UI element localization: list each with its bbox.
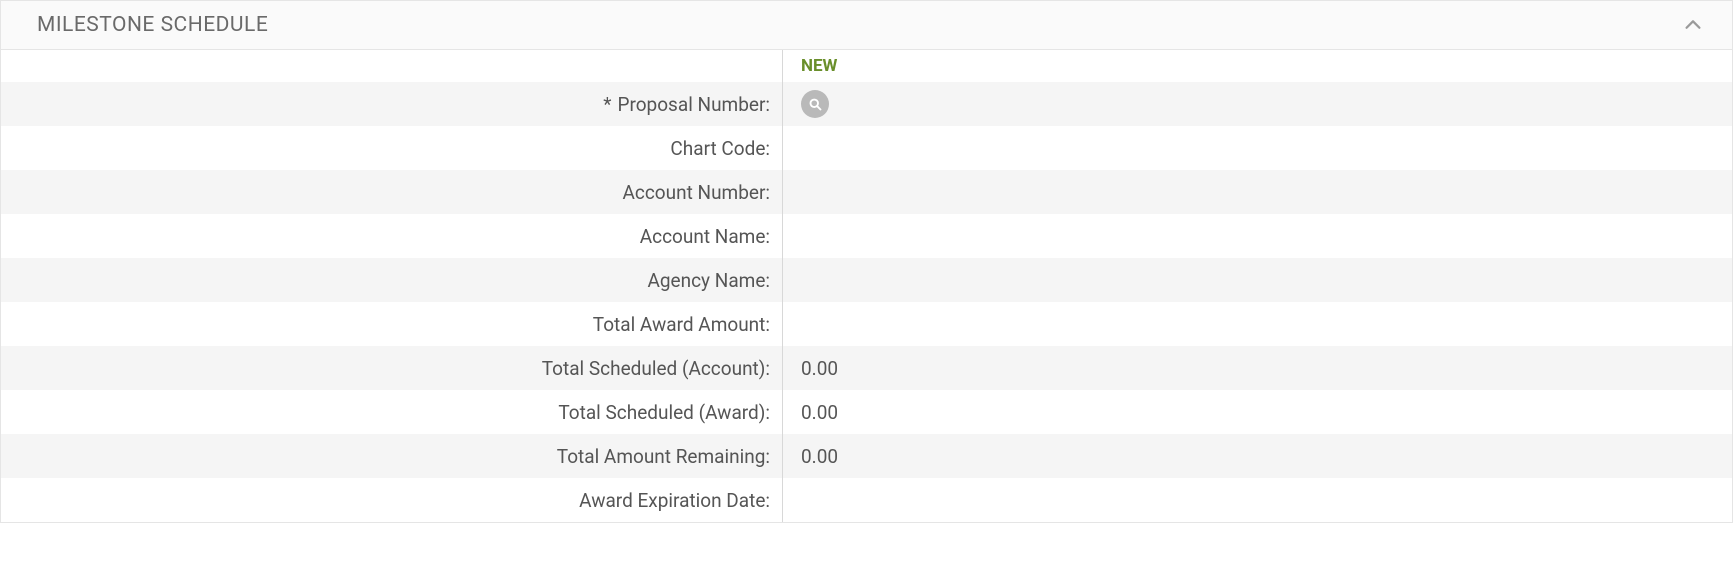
form-row: Total Scheduled (Account): 0.00 bbox=[1, 346, 1732, 390]
field-label-text: Total Scheduled (Award): bbox=[558, 401, 770, 424]
milestone-schedule-panel: MILESTONE SCHEDULE NEW * Proposal Number… bbox=[0, 0, 1733, 523]
field-label: * Proposal Number: bbox=[1, 82, 783, 126]
field-label-text: Chart Code: bbox=[670, 137, 770, 160]
field-value bbox=[783, 126, 1732, 170]
field-value: 0.00 bbox=[783, 390, 1732, 434]
field-value bbox=[783, 170, 1732, 214]
field-label: Award Expiration Date: bbox=[1, 478, 783, 522]
status-new-label: NEW bbox=[801, 56, 837, 76]
field-value bbox=[783, 258, 1732, 302]
form-rows-container: * Proposal Number: Chart Code: Account Num… bbox=[1, 82, 1732, 522]
field-value bbox=[783, 302, 1732, 346]
form-row: Account Name: bbox=[1, 214, 1732, 258]
field-label-text: Total Scheduled (Account): bbox=[542, 357, 770, 380]
field-value bbox=[783, 82, 1732, 126]
field-value bbox=[783, 214, 1732, 258]
field-label-text: Total Award Amount: bbox=[593, 313, 770, 336]
field-label-text: Agency Name: bbox=[647, 269, 770, 292]
panel-title: MILESTONE SCHEDULE bbox=[37, 13, 268, 37]
field-value: 0.00 bbox=[783, 434, 1732, 478]
field-label-text: Award Expiration Date: bbox=[579, 489, 770, 512]
chevron-up-icon bbox=[1682, 14, 1704, 36]
field-value-text: 0.00 bbox=[801, 357, 838, 380]
search-icon[interactable] bbox=[801, 90, 829, 118]
field-label: Agency Name: bbox=[1, 258, 783, 302]
field-label: Total Scheduled (Award): bbox=[1, 390, 783, 434]
field-label: Total Amount Remaining: bbox=[1, 434, 783, 478]
form-row: Agency Name: bbox=[1, 258, 1732, 302]
field-label: Total Award Amount: bbox=[1, 302, 783, 346]
panel-body: NEW * Proposal Number: Chart Code: Account… bbox=[1, 50, 1732, 522]
field-label: Total Scheduled (Account): bbox=[1, 346, 783, 390]
form-row: Account Number: bbox=[1, 170, 1732, 214]
form-row: Chart Code: bbox=[1, 126, 1732, 170]
field-label-text: Account Number: bbox=[623, 181, 771, 204]
form-row: Award Expiration Date: bbox=[1, 478, 1732, 522]
status-value-col: NEW bbox=[783, 50, 1732, 82]
field-value-text: 0.00 bbox=[801, 401, 838, 424]
status-label-spacer bbox=[1, 50, 783, 82]
form-row: Total Scheduled (Award): 0.00 bbox=[1, 390, 1732, 434]
status-row: NEW bbox=[1, 50, 1732, 82]
required-marker: * bbox=[603, 93, 611, 116]
field-label: Account Name: bbox=[1, 214, 783, 258]
field-label-text: Total Amount Remaining: bbox=[557, 445, 770, 468]
form-row: * Proposal Number: bbox=[1, 82, 1732, 126]
field-label: Account Number: bbox=[1, 170, 783, 214]
field-label-text: Proposal Number: bbox=[617, 93, 770, 116]
field-value bbox=[783, 478, 1732, 522]
panel-header[interactable]: MILESTONE SCHEDULE bbox=[1, 1, 1732, 50]
field-value-text: 0.00 bbox=[801, 445, 838, 468]
form-row: Total Award Amount: bbox=[1, 302, 1732, 346]
field-value: 0.00 bbox=[783, 346, 1732, 390]
field-label: Chart Code: bbox=[1, 126, 783, 170]
form-row: Total Amount Remaining: 0.00 bbox=[1, 434, 1732, 478]
field-label-text: Account Name: bbox=[640, 225, 770, 248]
